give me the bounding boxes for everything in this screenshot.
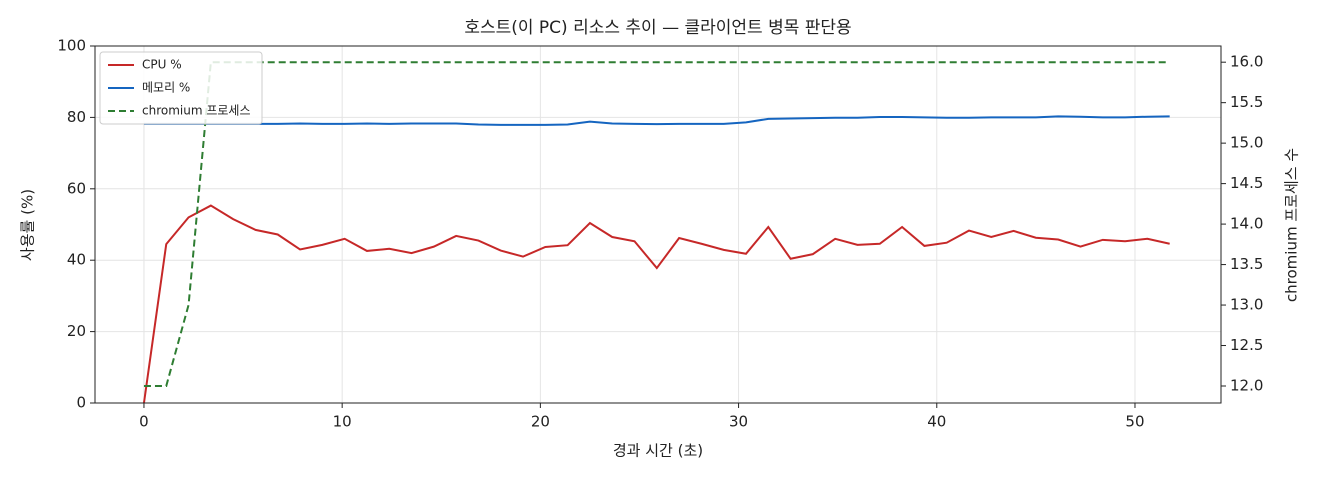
- y2-tick-label: 14.5: [1230, 174, 1263, 192]
- x-tick-label: 0: [139, 413, 149, 431]
- y-tick-label: 80: [67, 108, 86, 126]
- x-axis-label: 경과 시간 (초): [613, 442, 703, 460]
- y-tick-label: 40: [67, 251, 86, 269]
- y2-tick-label: 14.0: [1230, 215, 1263, 233]
- y2-tick-label: 16.0: [1230, 53, 1263, 71]
- y2-tick-label: 13.5: [1230, 255, 1263, 273]
- y2-tick-label: 15.5: [1230, 93, 1263, 111]
- legend-label: 메모리 %: [142, 81, 190, 95]
- y-tick-label: 0: [76, 394, 86, 412]
- plot-frame: [94, 45, 1222, 404]
- y2-tick-label: 15.0: [1230, 134, 1263, 152]
- series-line: [143, 115, 1170, 126]
- legend-label: chromium 프로세스: [142, 104, 251, 118]
- y-tick-label: 60: [67, 179, 86, 197]
- y-tick-label: 20: [67, 322, 86, 340]
- legend: CPU % 메모리 % chromium 프로세스: [99, 51, 263, 125]
- x-tick-label: 10: [333, 413, 352, 431]
- y2-tick-label: 12.0: [1230, 377, 1263, 395]
- y2-axis-label: chromium 프로세스 수: [1283, 148, 1301, 302]
- series-line: [143, 61, 1170, 387]
- y-axis-label: 사용률 (%): [19, 189, 37, 261]
- series-line: [142, 204, 1170, 404]
- legend-box: [99, 51, 263, 125]
- x-tick-label: 40: [927, 413, 946, 431]
- x-tick-label: 20: [531, 413, 550, 431]
- y-tick-label: 100: [57, 37, 86, 55]
- x-tick-label: 30: [729, 413, 748, 431]
- legend-label: CPU %: [142, 58, 182, 72]
- y2-tick-label: 13.0: [1230, 296, 1263, 314]
- y2-tick-label: 12.5: [1230, 336, 1263, 354]
- chart-title: 호스트(이 PC) 리소스 추이 — 클라이언트 병목 판단용: [464, 18, 851, 38]
- x-tick-label: 50: [1125, 413, 1144, 431]
